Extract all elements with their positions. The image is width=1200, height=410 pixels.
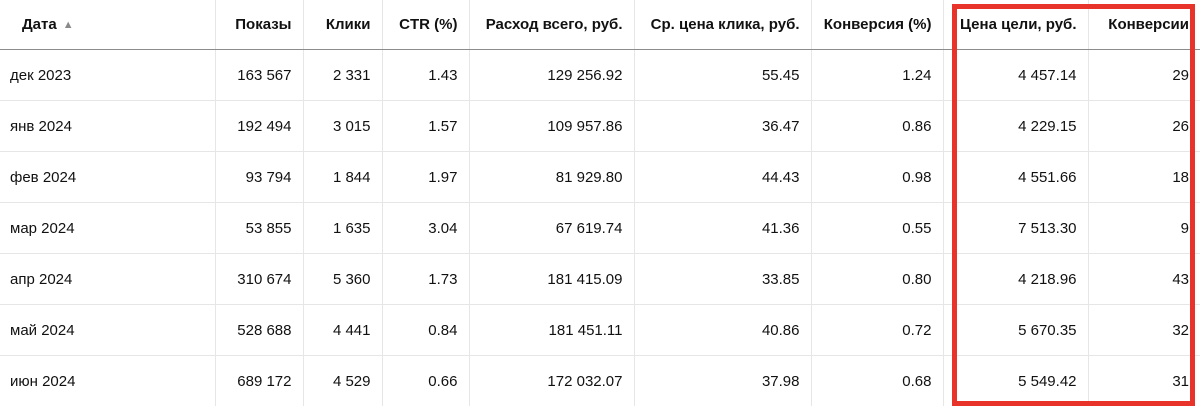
cell-date: май 2024 [0,304,216,356]
cell-impressions: 93 794 [215,151,304,203]
cell-ctr: 0.84 [382,304,470,356]
cell-conversion-rate: 0.80 [811,253,944,305]
cell-date: янв 2024 [0,100,216,152]
cell-ctr: 1.73 [382,253,470,305]
cell-clicks: 3 015 [303,100,383,152]
cell-conversions: 29 [1088,49,1200,101]
cell-total-spend: 109 957.86 [469,100,635,152]
cell-cost-per-goal: 5 549.42 [943,355,1089,406]
cell-ctr: 0.66 [382,355,470,406]
cell-ctr: 1.57 [382,100,470,152]
table-row: фев 2024 93 794 1 844 1.97 81 929.80 44.… [0,151,1200,203]
cell-impressions: 192 494 [215,100,304,152]
cell-ctr: 1.97 [382,151,470,203]
cell-total-spend: 172 032.07 [469,355,635,406]
cell-date: дек 2023 [0,49,216,101]
column-header-conversions[interactable]: Конверсии [1088,0,1200,50]
cell-conversion-rate: 0.55 [811,202,944,254]
cell-conversion-rate: 0.68 [811,355,944,406]
cell-date: июн 2024 [0,355,216,406]
cell-total-spend: 129 256.92 [469,49,635,101]
cell-avg-cpc: 55.45 [634,49,812,101]
cell-impressions: 53 855 [215,202,304,254]
table-row: май 2024 528 688 4 441 0.84 181 451.11 4… [0,304,1200,356]
cell-cost-per-goal: 4 218.96 [943,253,1089,305]
cell-impressions: 528 688 [215,304,304,356]
cell-date: фев 2024 [0,151,216,203]
cell-avg-cpc: 40.86 [634,304,812,356]
column-header-ctr[interactable]: CTR (%) [382,0,470,50]
column-header-impressions[interactable]: Показы [215,0,304,50]
cell-clicks: 1 635 [303,202,383,254]
table-row: апр 2024 310 674 5 360 1.73 181 415.09 3… [0,253,1200,305]
cell-total-spend: 181 415.09 [469,253,635,305]
cell-conversions: 26 [1088,100,1200,152]
cell-total-spend: 181 451.11 [469,304,635,356]
column-header-clicks[interactable]: Клики [303,0,383,50]
table-row: дек 2023 163 567 2 331 1.43 129 256.92 5… [0,49,1200,101]
table-row: мар 2024 53 855 1 635 3.04 67 619.74 41.… [0,202,1200,254]
cell-clicks: 4 441 [303,304,383,356]
cell-cost-per-goal: 4 457.14 [943,49,1089,101]
cell-avg-cpc: 33.85 [634,253,812,305]
column-header-date[interactable]: Дата ▲ [0,0,216,50]
cell-avg-cpc: 41.36 [634,202,812,254]
cell-clicks: 1 844 [303,151,383,203]
cell-impressions: 310 674 [215,253,304,305]
cell-cost-per-goal: 4 229.15 [943,100,1089,152]
cell-conversions: 43 [1088,253,1200,305]
cell-conversion-rate: 1.24 [811,49,944,101]
cell-conversions: 18 [1088,151,1200,203]
cell-impressions: 163 567 [215,49,304,101]
cell-avg-cpc: 37.98 [634,355,812,406]
cell-total-spend: 81 929.80 [469,151,635,203]
cell-date: мар 2024 [0,202,216,254]
table-row: июн 2024 689 172 4 529 0.66 172 032.07 3… [0,355,1200,406]
cell-ctr: 1.43 [382,49,470,101]
column-header-total-spend[interactable]: Расход всего, руб. [469,0,635,50]
table-header-row: Дата ▲ Показы Клики CTR (%) Расход всего,… [0,0,1200,50]
cell-cost-per-goal: 7 513.30 [943,202,1089,254]
cell-clicks: 4 529 [303,355,383,406]
cell-clicks: 5 360 [303,253,383,305]
cell-cost-per-goal: 5 670.35 [943,304,1089,356]
cell-conversion-rate: 0.98 [811,151,944,203]
column-header-cost-per-goal[interactable]: Цена цели, руб. [943,0,1089,50]
column-header-conversion-rate[interactable]: Конверсия (%) [811,0,944,50]
cell-conversion-rate: 0.72 [811,304,944,356]
cell-cost-per-goal: 4 551.66 [943,151,1089,203]
cell-clicks: 2 331 [303,49,383,101]
column-header-label: Дата [22,16,57,33]
column-header-avg-cpc[interactable]: Ср. цена клика, руб. [634,0,812,50]
cell-total-spend: 67 619.74 [469,202,635,254]
sort-ascending-icon[interactable]: ▲ [62,19,74,31]
cell-conversions: 9 [1088,202,1200,254]
cell-ctr: 3.04 [382,202,470,254]
table-row: янв 2024 192 494 3 015 1.57 109 957.86 3… [0,100,1200,152]
cell-avg-cpc: 44.43 [634,151,812,203]
cell-date: апр 2024 [0,253,216,305]
cell-avg-cpc: 36.47 [634,100,812,152]
cell-conversion-rate: 0.86 [811,100,944,152]
cell-impressions: 689 172 [215,355,304,406]
cell-conversions: 31 [1172,372,1189,390]
cell-conversions: 32 [1088,304,1200,356]
